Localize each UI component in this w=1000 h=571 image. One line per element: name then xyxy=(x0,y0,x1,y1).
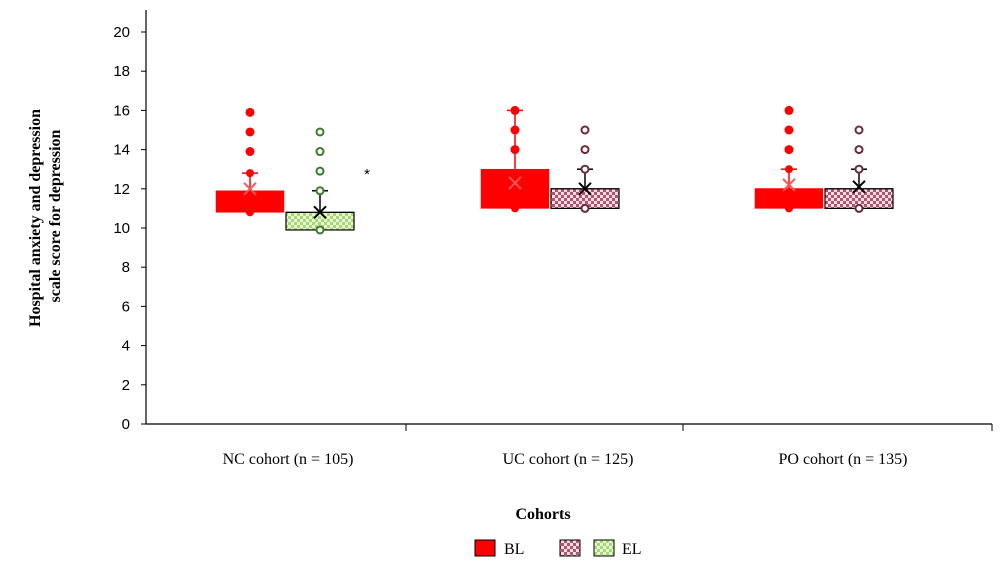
box-el-1 xyxy=(550,125,620,213)
x-category-label: NC cohort (n = 105) xyxy=(223,451,354,468)
x-category-label: PO cohort (n = 135) xyxy=(778,451,907,468)
outlier-point xyxy=(784,145,794,155)
outlier-point xyxy=(315,166,325,176)
y-tick-label: 20 xyxy=(113,24,130,41)
max-point xyxy=(246,169,254,178)
mean-marker xyxy=(782,178,796,192)
outlier-point xyxy=(510,145,520,155)
box-el-2 xyxy=(824,125,894,213)
x-category-label: UC cohort (n = 125) xyxy=(503,451,634,468)
box-series: * xyxy=(215,105,894,235)
axes xyxy=(145,10,992,425)
max-point xyxy=(785,165,793,174)
outlier-point xyxy=(580,145,590,155)
legend-swatch-el-green xyxy=(593,539,615,557)
y-axis-title: Hospital anxiety and depression scale sc… xyxy=(27,105,64,327)
legend-label-el: EL xyxy=(622,541,642,558)
max-point xyxy=(580,164,590,174)
outlier-point xyxy=(245,107,255,117)
x-tick-marks: NC cohort (n = 105) UC cohort (n = 125) PO… xyxy=(223,424,993,468)
box-el-0 xyxy=(285,127,355,235)
legend: BL EL xyxy=(474,539,642,558)
mean-marker xyxy=(313,205,327,220)
significance-marker: * xyxy=(364,166,370,183)
outlier-point xyxy=(245,127,255,137)
y-tick-label: 14 xyxy=(113,142,130,159)
legend-swatch-el-pink xyxy=(559,539,581,557)
y-tick-label: 12 xyxy=(113,181,130,198)
mean-marker xyxy=(578,182,592,196)
outlier-point xyxy=(510,105,520,115)
y-ticks: 0 2 4 6 8 10 12 14 16 18 20 xyxy=(113,24,146,433)
mean-marker xyxy=(243,182,257,196)
box-bl-1 xyxy=(480,105,550,213)
box-bl-2 xyxy=(754,105,824,213)
y-tick-label: 2 xyxy=(122,377,130,394)
min-point xyxy=(785,204,793,213)
max-point xyxy=(315,186,325,196)
y-tick-label: 4 xyxy=(122,338,130,355)
y-tick-label: 16 xyxy=(113,102,130,119)
mean-marker xyxy=(508,176,522,190)
outlier-point xyxy=(510,125,520,135)
outlier-point xyxy=(854,145,864,155)
y-axis-title-line1: Hospital anxiety and depression xyxy=(27,109,44,327)
outlier-point xyxy=(315,147,325,157)
min-point xyxy=(580,203,590,213)
y-tick-label: 8 xyxy=(122,259,130,276)
box-bl-0 xyxy=(215,107,285,217)
outlier-point xyxy=(784,125,794,135)
legend-label-bl: BL xyxy=(504,541,524,558)
min-point xyxy=(315,225,325,235)
outlier-point xyxy=(784,105,794,115)
y-tick-label: 10 xyxy=(113,220,130,237)
outlier-point xyxy=(245,147,255,157)
y-axis-title-line2: scale score for depression xyxy=(47,129,64,302)
x-axis-title: Cohorts xyxy=(515,506,570,523)
min-point xyxy=(511,204,519,213)
outlier-point xyxy=(580,125,590,135)
y-tick-label: 0 xyxy=(122,416,130,433)
y-tick-label: 18 xyxy=(113,63,130,80)
mean-marker xyxy=(852,180,866,194)
min-point xyxy=(246,208,254,217)
outlier-point xyxy=(315,127,325,137)
y-tick-label: 6 xyxy=(122,298,130,315)
legend-swatch-bl xyxy=(474,539,496,557)
min-point xyxy=(854,203,864,213)
outlier-point xyxy=(854,125,864,135)
max-point xyxy=(854,164,864,174)
